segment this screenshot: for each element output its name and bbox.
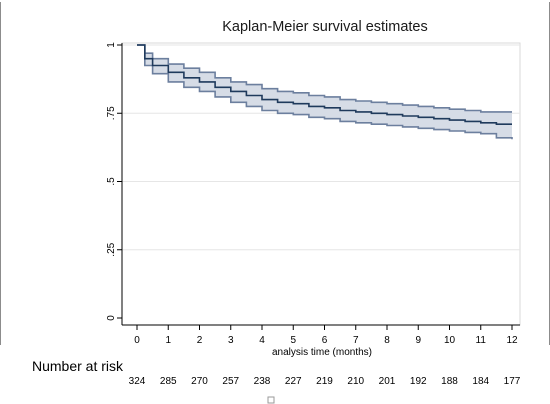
risk-count-8: 201 (379, 376, 396, 387)
number-at-risk-title: Number at risk (32, 358, 124, 374)
y-tick-label-4: 1 (106, 42, 117, 48)
risk-count-7: 210 (347, 376, 364, 387)
y-axis-ticks: 0 .25 .5 .75 1 (106, 42, 122, 321)
x-tick-label-12: 12 (506, 335, 518, 346)
y-tick-label-2: .5 (106, 177, 117, 186)
x-tick-label-0: 0 (134, 335, 140, 346)
ci-upper-line (137, 44, 512, 113)
risk-count-9: 192 (410, 376, 427, 387)
plot-area (121, 42, 521, 326)
x-tick-label-9: 9 (415, 335, 421, 346)
x-tick-label-2: 2 (197, 335, 203, 346)
x-tick-label-5: 5 (290, 335, 296, 346)
risk-count-5: 227 (285, 376, 302, 387)
ci-lower-line (137, 44, 513, 140)
x-tick-label-6: 6 (322, 335, 328, 346)
x-tick-label-8: 8 (384, 335, 390, 346)
risk-count-1: 285 (160, 376, 177, 387)
risk-count-6: 219 (316, 376, 333, 387)
resize-handle[interactable] (267, 396, 275, 404)
risk-count-3: 257 (222, 376, 239, 387)
x-tick-label-11: 11 (476, 335, 487, 346)
chart-title: Kaplan-Meier survival estimates (222, 19, 428, 35)
x-tick-label-4: 4 (259, 335, 265, 346)
risk-count-0: 324 (129, 376, 146, 387)
risk-count-2: 270 (191, 376, 208, 387)
x-axis-title: analysis time (months) (272, 347, 372, 358)
x-tick-label-3: 3 (228, 335, 234, 346)
y-tick-label-3: .75 (106, 106, 117, 120)
x-axis-ticks: 0 1 2 3 4 5 6 7 8 9 10 11 12 (134, 325, 518, 346)
risk-count-10: 188 (441, 376, 458, 387)
x-tick-label-7: 7 (353, 335, 359, 346)
survival-estimate-line (137, 44, 512, 125)
risk-count-4: 238 (254, 376, 271, 387)
survival-curve (137, 44, 512, 125)
x-tick-label-10: 10 (444, 335, 456, 346)
risk-count-12: 177 (504, 376, 521, 387)
number-at-risk-row: 324 285 270 257 238 227 219 210 201 192 188 184 177 (129, 376, 521, 387)
y-tick-label-0: 0 (106, 315, 117, 321)
risk-count-11: 184 (472, 376, 489, 387)
y-tick-label-1: .25 (106, 242, 117, 256)
x-tick-label-1: 1 (165, 335, 171, 346)
